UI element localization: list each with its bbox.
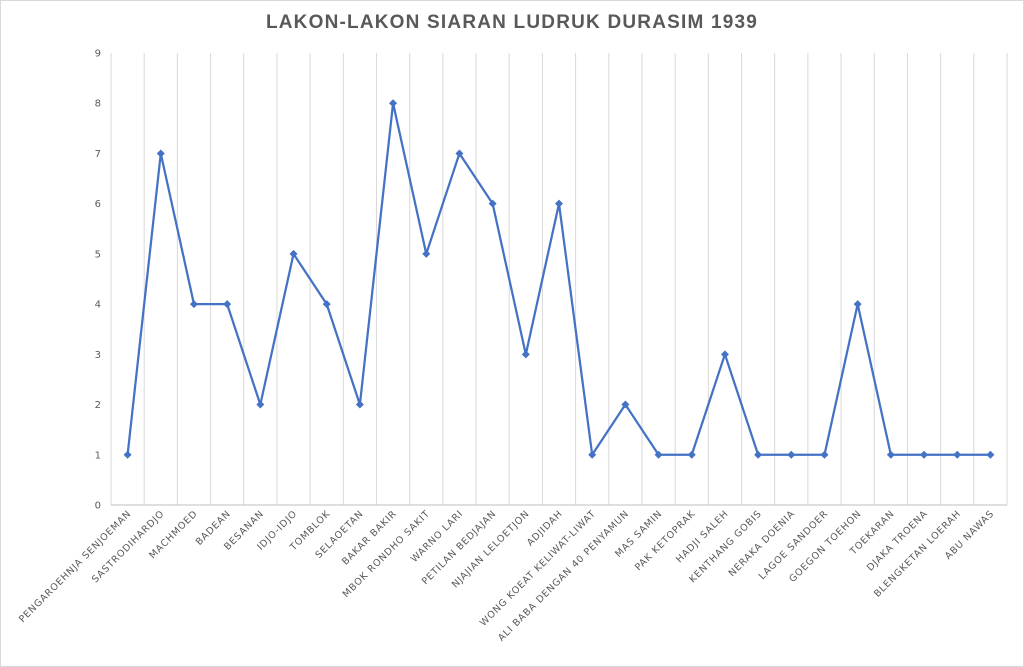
data-point-marker <box>223 300 232 309</box>
data-point-marker <box>588 450 597 459</box>
data-point-marker <box>886 450 895 459</box>
y-tick-label: 5 <box>95 249 101 260</box>
y-tick-label: 8 <box>95 99 101 110</box>
y-tick-label: 9 <box>95 49 101 60</box>
y-tick-label: 6 <box>95 199 101 210</box>
x-axis: PENGAROEHNJA SENJOEMANSASTRODIHARDJOMACH… <box>17 504 1007 644</box>
data-point-marker <box>687 450 696 459</box>
y-tick-label: 1 <box>95 450 101 461</box>
gridlines <box>110 53 1008 505</box>
data-point-marker <box>787 450 796 459</box>
data-point-marker <box>621 400 630 409</box>
data-point-marker <box>853 300 862 309</box>
x-tick-label: DJAKA TROENA <box>865 508 930 573</box>
y-tick-label: 0 <box>95 501 101 512</box>
data-point-marker <box>389 99 398 108</box>
y-tick-label: 7 <box>95 149 101 160</box>
data-point-marker <box>720 350 729 359</box>
x-tick-label: PAK KETOPRAK <box>633 508 698 573</box>
y-tick-label: 4 <box>95 300 101 311</box>
data-point-marker <box>521 350 530 359</box>
data-point-marker <box>123 450 132 459</box>
series-line <box>126 102 991 456</box>
data-point-marker <box>488 199 497 208</box>
data-point-marker <box>986 450 995 459</box>
y-tick-label: 3 <box>95 350 101 361</box>
data-point-marker <box>920 450 929 459</box>
data-point-marker <box>156 149 165 158</box>
data-point-marker <box>422 249 431 258</box>
y-tick-label: 2 <box>95 400 101 411</box>
data-point-marker <box>953 450 962 459</box>
chart-title: LAKON-LAKON SIARAN LUDRUK DURASIM 1939 <box>265 12 759 33</box>
data-point-marker <box>455 149 464 158</box>
data-series <box>123 99 995 459</box>
data-point-marker <box>322 300 331 309</box>
data-point-marker <box>820 450 829 459</box>
data-point-marker <box>754 450 763 459</box>
data-point-marker <box>189 300 198 309</box>
data-point-marker <box>289 249 298 258</box>
data-point-marker <box>256 400 265 409</box>
data-point-marker <box>654 450 663 459</box>
data-point-marker <box>355 400 364 409</box>
data-point-marker <box>555 199 563 208</box>
y-axis: 0 1 2 3 4 5 6 7 8 9 <box>95 49 101 512</box>
